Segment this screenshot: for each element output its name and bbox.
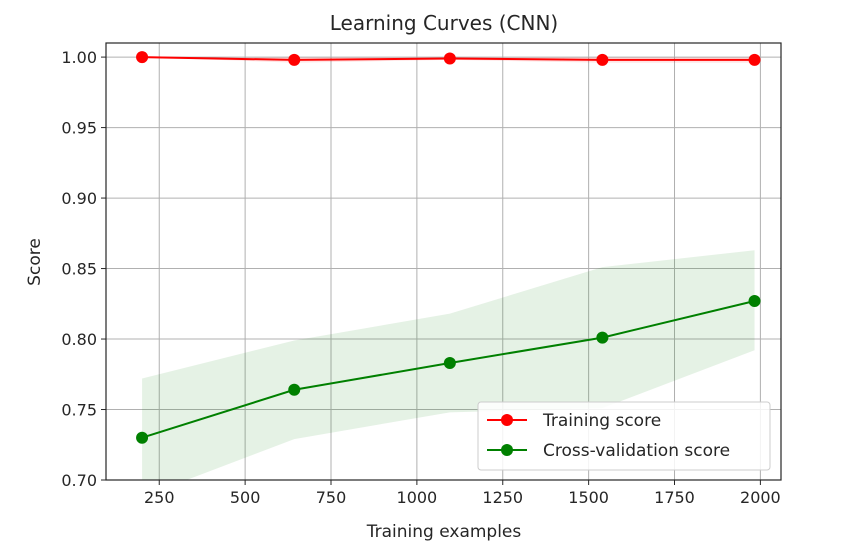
training-score-point [748, 53, 761, 66]
training-score-point [596, 53, 609, 66]
y-tick-label: 0.75 [61, 401, 97, 420]
cross-validation-score-point [443, 356, 456, 369]
y-tick-label: 0.80 [61, 330, 97, 349]
legend-marker-cv [501, 444, 513, 456]
series-lines [136, 51, 761, 444]
y-tick-label: 1.00 [61, 48, 97, 67]
training-score-point [288, 53, 301, 66]
y-tick-label: 0.90 [61, 189, 97, 208]
x-tick-label: 1250 [482, 488, 523, 507]
legend-label-training: Training score [542, 411, 661, 431]
y-tick-label: 0.85 [61, 260, 97, 279]
y-axis-title: Score [25, 238, 45, 286]
x-tick-label: 1750 [654, 488, 695, 507]
x-axis-ticks: 250 500 750 1000 1250 1500 1750 2000 [144, 480, 781, 507]
cross-validation-score-point [596, 331, 609, 344]
y-tick-label: 0.70 [61, 471, 97, 490]
legend-marker-training [501, 414, 513, 426]
training-score-point [136, 51, 149, 64]
x-tick-label: 2000 [740, 488, 781, 507]
x-tick-label: 750 [316, 488, 347, 507]
x-tick-label: 250 [144, 488, 175, 507]
cross-validation-score-point [288, 383, 301, 396]
y-tick-label: 0.95 [61, 119, 97, 138]
training-score-point [443, 52, 456, 65]
chart-title: Learning Curves (CNN) [330, 11, 558, 35]
x-tick-label: 1500 [568, 488, 609, 507]
cross-validation-score-point [748, 294, 761, 307]
x-tick-label: 500 [230, 488, 261, 507]
legend-label-cv: Cross-validation score [543, 441, 730, 461]
legend-box [477, 401, 771, 471]
plot-frame [105, 42, 782, 481]
cross-validation-score-point [136, 431, 149, 444]
x-axis-title: Training examples [366, 522, 522, 542]
legend: Training score Cross-validation score [477, 401, 771, 471]
y-axis-ticks: 0.70 0.75 0.80 0.85 0.90 0.95 1.00 [61, 48, 106, 490]
x-tick-label: 1000 [397, 488, 438, 507]
